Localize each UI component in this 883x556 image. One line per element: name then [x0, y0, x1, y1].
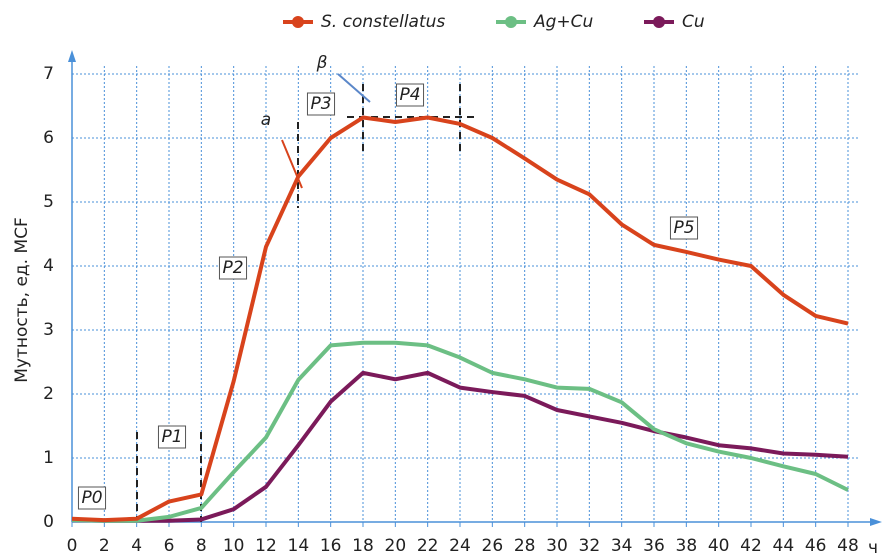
- annotation-box: [157, 425, 187, 449]
- annotation-box: [218, 256, 248, 280]
- y-tick-label: 6: [43, 128, 54, 148]
- y-tick-label: 3: [43, 320, 54, 340]
- x-tick-label: 6: [164, 536, 175, 556]
- y-arrow: [68, 50, 76, 62]
- x-tick-label: 4: [131, 536, 142, 556]
- x-tick-label: 2: [99, 536, 110, 556]
- annotation: β: [316, 53, 328, 73]
- grid: [68, 50, 882, 526]
- annotation: P3: [310, 94, 331, 114]
- x-tick-label: 14: [288, 536, 310, 556]
- x-tick-label: 28: [514, 536, 536, 556]
- x-tick-label: 40: [708, 536, 730, 556]
- legend-label: Ag+Cu: [533, 12, 594, 32]
- x-tick-label: 30: [546, 536, 568, 556]
- y-tick-label: 2: [43, 384, 54, 404]
- x-tick-label: 46: [805, 536, 827, 556]
- legend-swatch: [653, 16, 665, 28]
- legend-swatch: [505, 16, 517, 28]
- beta-line: [337, 73, 371, 103]
- annotation: P1: [161, 427, 182, 447]
- x-arrow: [870, 518, 882, 526]
- series-line: [71, 115, 849, 523]
- legend-swatch: [292, 16, 304, 28]
- legend-label: S. constellatus: [321, 12, 445, 32]
- x-tick-label: 22: [417, 536, 439, 556]
- x-tick-label: 0: [67, 536, 78, 556]
- x-tick-label: 20: [385, 536, 407, 556]
- x-tick-label: 12: [255, 536, 277, 556]
- x-tick-label: 16: [320, 536, 342, 556]
- x-axis-unit: ч: [868, 538, 878, 556]
- x-tick-label: 42: [740, 536, 762, 556]
- x-tick-label: 26: [482, 536, 504, 556]
- annotation-box: [77, 486, 107, 510]
- annotation-lines: [136, 84, 476, 522]
- series-line: [71, 370, 849, 523]
- x-tick-label: 34: [611, 536, 633, 556]
- annotation-box: [395, 83, 425, 107]
- y-axis-label: Мутность, ед. MCF: [12, 217, 32, 383]
- x-tick-label: 18: [352, 536, 374, 556]
- annotation: P0: [81, 488, 102, 508]
- x-tick-label: 48: [837, 536, 859, 556]
- annotation-box: [669, 216, 699, 240]
- x-tick-label: 10: [223, 536, 245, 556]
- series-line: [71, 340, 849, 523]
- annotation-box: [306, 92, 336, 116]
- y-tick-label: 0: [43, 512, 54, 532]
- annotation: a: [261, 110, 271, 130]
- annotation: P2: [222, 258, 243, 278]
- x-tick-label: 32: [579, 536, 601, 556]
- annotation: P4: [399, 85, 420, 105]
- x-tick-label: 36: [643, 536, 665, 556]
- x-tick-label: 8: [196, 536, 207, 556]
- y-tick-label: 5: [43, 192, 54, 212]
- y-tick-label: 4: [43, 256, 54, 276]
- x-tick-label: 38: [676, 536, 698, 556]
- y-tick-label: 7: [43, 64, 54, 84]
- legend-label: Cu: [682, 12, 705, 32]
- x-tick-label: 44: [773, 536, 795, 556]
- y-tick-label: 1: [43, 448, 54, 468]
- x-tick-label: 24: [449, 536, 471, 556]
- annotation: P5: [673, 218, 694, 238]
